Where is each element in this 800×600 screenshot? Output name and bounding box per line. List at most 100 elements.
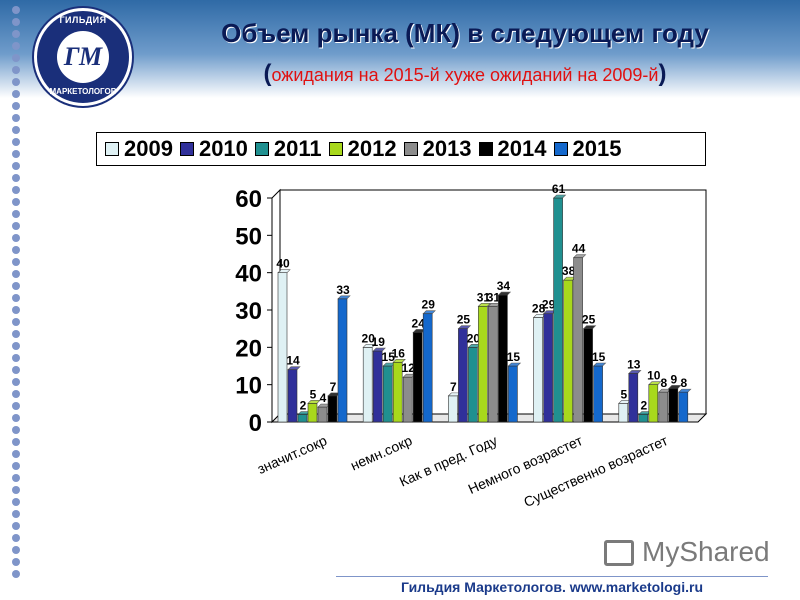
slide-subtitle: (ожидания на 2015-й хуже ожиданий на 200… (140, 60, 790, 88)
data-label: 29 (422, 298, 436, 312)
decorative-dot (12, 462, 20, 470)
decorative-dot (12, 54, 20, 62)
legend-swatch (478, 142, 493, 156)
subtitle-text: ожидания на 2015-й хуже ожиданий на 2009… (271, 65, 659, 85)
legend-swatch (403, 142, 418, 156)
bar-top (678, 388, 692, 393)
data-label: 29 (542, 298, 556, 312)
bar (508, 365, 518, 423)
data-label: 25 (457, 313, 471, 327)
decorative-dot (12, 90, 20, 98)
decorative-dot (12, 258, 20, 266)
decorative-dot (12, 570, 20, 578)
decorative-dot (12, 426, 20, 434)
myshared-icon (604, 540, 634, 566)
decorative-dot (12, 546, 20, 554)
data-label: 2 (640, 399, 647, 413)
data-label: 31 (487, 290, 501, 304)
data-label: 14 (286, 354, 300, 368)
data-label: 4 (320, 391, 327, 405)
data-label: 5 (310, 387, 317, 401)
decorative-dot (12, 354, 20, 362)
decorative-dot (12, 222, 20, 230)
header-banner (0, 0, 800, 98)
decorative-dot (12, 378, 20, 386)
data-label: 31 (477, 290, 491, 304)
bar (678, 391, 689, 423)
bar (573, 257, 583, 423)
bar-top (628, 370, 642, 374)
decorative-dot (12, 486, 20, 494)
legend-item: 2014 (478, 136, 547, 162)
footer-text: Гильдия Маркетологов. www.marketologi.ru (400, 579, 704, 595)
decorative-dot (12, 198, 20, 206)
decorative-dot (12, 318, 20, 326)
bar-top (307, 400, 321, 404)
data-label: 40 (276, 257, 290, 271)
decorative-dot (12, 174, 20, 182)
legend-swatch (254, 142, 269, 156)
data-label: 61 (552, 182, 566, 196)
legend-swatch (328, 142, 343, 156)
legend-item: 2012 (328, 136, 397, 162)
bar (362, 347, 373, 423)
decorative-dot (12, 522, 20, 530)
bar-top (362, 344, 376, 348)
data-label: 13 (627, 357, 641, 371)
bar (317, 406, 328, 423)
chart-legend: 2009 2010 2011 2012 2013 2014 2015 (96, 132, 706, 166)
bar (307, 403, 318, 423)
bar (648, 384, 659, 423)
legend-swatch (105, 142, 119, 156)
decorative-dot (12, 402, 20, 410)
data-label: 8 (680, 376, 687, 390)
myshared-logo-text: MyShared (642, 536, 770, 567)
bar-top (287, 366, 301, 371)
decorative-dot (12, 414, 20, 422)
data-label: 15 (592, 350, 606, 364)
data-label: 9 (670, 372, 677, 386)
data-label: 16 (392, 346, 406, 360)
legend-label: 2011 (273, 136, 322, 161)
decorative-dot (12, 474, 20, 482)
bar (658, 391, 669, 423)
decorative-dot (12, 138, 20, 146)
decorative-dot (12, 330, 20, 338)
y-tick-label: 50 (235, 223, 262, 250)
data-label: 19 (372, 335, 386, 349)
bar-top (582, 325, 597, 329)
bar (593, 365, 603, 423)
data-label: 28 (532, 301, 546, 315)
bar-top (277, 269, 291, 273)
data-label: 8 (660, 376, 667, 390)
bar (488, 305, 498, 423)
legend-label: 2013 (422, 136, 472, 161)
decorative-dot (12, 66, 20, 74)
bar (412, 332, 423, 423)
decorative-dot (12, 210, 20, 218)
y-tick-label: 0 (249, 410, 262, 437)
decorative-dots (12, 6, 24, 586)
decorative-dot (12, 30, 20, 38)
bar-top (422, 310, 436, 315)
bar (628, 373, 639, 423)
bar (468, 347, 478, 423)
bar (618, 403, 629, 423)
decorative-dot (12, 294, 20, 302)
bar-top (337, 295, 351, 300)
bar-top (552, 194, 567, 199)
bar (422, 313, 433, 423)
data-label: 38 (562, 264, 576, 278)
data-label: 10 (647, 369, 661, 383)
legend-label: 2012 (347, 136, 397, 161)
data-label: 24 (412, 316, 426, 330)
decorative-dot (12, 366, 20, 374)
logo-top-text: ГИЛЬДИЯ (59, 15, 107, 25)
slide-title: Объем рынка (МК) в следующем году (221, 18, 709, 48)
decorative-dot (12, 246, 20, 254)
legend-label: 2015 (572, 136, 622, 161)
bar (583, 328, 593, 423)
decorative-dot (12, 18, 20, 26)
decorative-dot (12, 438, 20, 446)
